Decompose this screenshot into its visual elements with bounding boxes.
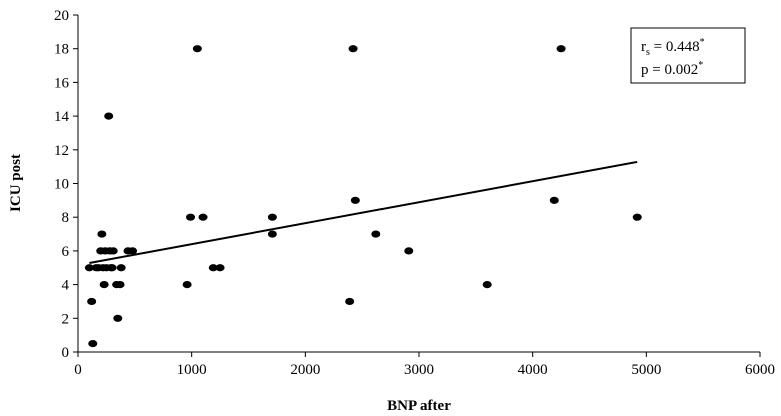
y-tick-label: 10 [54,177,69,193]
data-point [104,112,114,120]
x-axis-title: BNP after [387,398,451,414]
y-tick-label: 18 [54,42,69,58]
data-point [182,281,192,289]
data-point [482,281,492,289]
y-tick-label: 20 [54,8,69,24]
data-point [549,196,559,204]
x-tick-label: 4000 [518,362,548,378]
data-point [350,196,360,204]
data-point [84,264,94,272]
data-point [186,213,196,221]
y-tick-label: 4 [62,278,70,294]
p-value: p = 0.002 [641,62,698,78]
data-point [88,339,98,348]
x-tick-label: 2000 [290,362,320,378]
data-point [87,297,97,306]
data-point [556,45,566,53]
x-tick-label: 1000 [177,362,207,378]
p-value-text: p = 0.002* [641,60,703,78]
data-point [128,247,138,255]
x-tick-label: 5000 [631,362,661,378]
data-point [208,264,218,272]
y-tick-label: 14 [54,109,70,125]
correlation-star: * [700,37,705,48]
y-axis-title: ICU post [8,154,24,212]
x-ticks: 0 1000 2000 3000 4000 5000 6000 [74,352,775,378]
data-point [632,213,642,221]
trendline [89,160,638,265]
data-point [115,281,125,289]
data-point [116,264,126,272]
data-point [113,314,123,322]
data-point [99,281,109,289]
y-tick-label: 16 [54,75,70,91]
data-point [348,45,358,53]
y-ticks: 0 2 4 6 8 10 12 14 16 18 20 [54,8,78,361]
p-value-star: * [698,60,703,71]
data-points [84,45,642,348]
data-point [267,230,277,238]
y-tick-label: 12 [54,143,69,159]
data-point [198,213,208,221]
data-point [267,213,277,221]
x-tick-label: 6000 [745,362,775,378]
y-tick-label: 0 [62,345,70,361]
correlation-text: rs = 0.448* [641,37,705,58]
data-point [215,264,225,272]
trendline-group [89,160,638,265]
correlation-value: = 0.448 [650,39,700,55]
stats-box: rs = 0.448* p = 0.002* [630,27,746,84]
y-tick-label: 2 [62,311,70,327]
correlation-subscript: s [646,47,650,58]
y-tick-label: 6 [62,244,70,260]
data-point [345,297,355,306]
data-point [404,247,414,255]
data-point [97,230,107,238]
x-tick-label: 0 [74,362,82,378]
y-tick-label: 8 [62,210,70,226]
data-point [107,264,117,272]
stats-box-frame [630,27,746,84]
data-point [108,247,118,255]
data-point [192,45,202,53]
correlation-prefix: r [641,39,646,55]
data-point [371,230,381,238]
x-tick-label: 3000 [404,362,434,378]
